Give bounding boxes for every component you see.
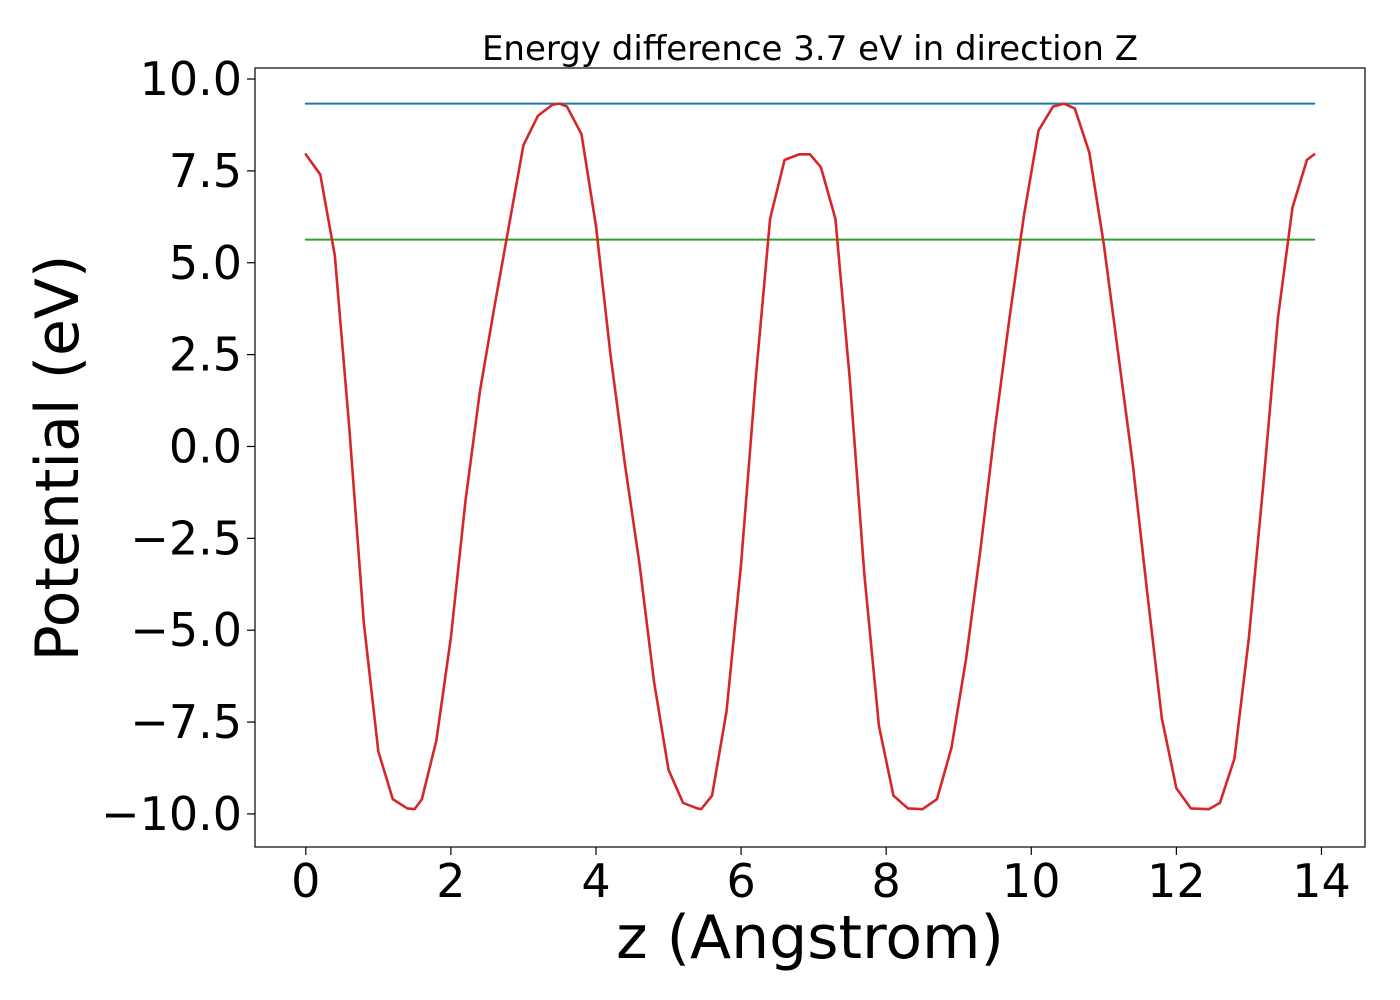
x-tick-label: 10 <box>1002 854 1061 908</box>
x-tick-label: 8 <box>872 854 901 908</box>
x-tick-label: 12 <box>1147 854 1206 908</box>
y-tick-label: −5.0 <box>130 603 242 657</box>
y-tick-label: −10.0 <box>101 787 242 841</box>
series-line-2 <box>304 102 1316 811</box>
y-axis-label: Potential (eV) <box>23 255 93 662</box>
y-tick-label: 5.0 <box>169 236 242 290</box>
y-tick-label: 7.5 <box>169 144 242 198</box>
y-tick-label: −2.5 <box>130 511 242 565</box>
x-tick-label: 0 <box>291 854 320 908</box>
y-tick-label: 0.0 <box>169 419 242 473</box>
x-tick-label: 6 <box>726 854 755 908</box>
y-tick-label: 2.5 <box>169 328 242 382</box>
y-axis-ticks: −10.0 −7.5 −5.0 −2.5 0.0 2.5 5.0 7.5 10.0 <box>101 52 255 841</box>
x-tick-label: 4 <box>581 854 610 908</box>
y-tick-label: 10.0 <box>140 52 242 106</box>
x-tick-label: 14 <box>1292 854 1351 908</box>
plot-frame <box>254 67 1366 848</box>
series-layer <box>304 102 1316 811</box>
y-tick-label: −7.5 <box>130 695 242 749</box>
x-axis-label: z (Angstrom) <box>616 903 1004 973</box>
x-axis-ticks: 0 2 4 6 8 10 12 14 <box>291 847 1351 908</box>
chart-title: Energy difference 3.7 eV in direction Z <box>482 29 1138 69</box>
plot-area <box>255 68 1365 847</box>
x-tick-label: 2 <box>436 854 465 908</box>
